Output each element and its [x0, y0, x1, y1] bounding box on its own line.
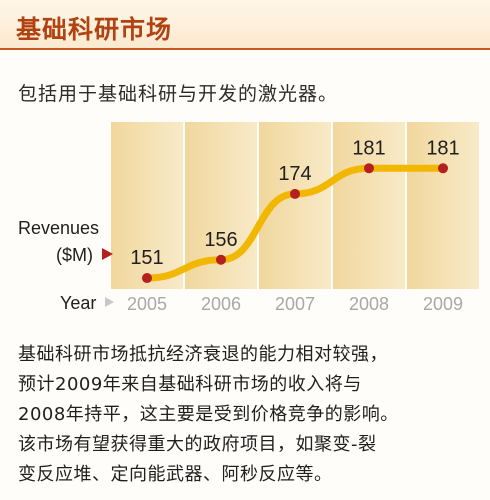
value-label-2005: 151 [130, 247, 163, 269]
description-paragraph: 基础科研市场抵抗经济衰退的能力相对较强， 预计2009年来自基础科研市场的收入将与… [18, 340, 480, 490]
x-tick-label-2005: 2005 [127, 294, 167, 314]
revenue-line-chart: 151 156 174 181 181 2005 2006 2007 2008 2009 Rev… [18, 122, 479, 314]
title-bar: 基础科研市场 [0, 0, 490, 50]
title-underline [0, 48, 490, 50]
y-axis-label-line1: Revenues [18, 218, 99, 238]
page-title: 基础科研市场 [16, 15, 173, 44]
subtitle: 包括用于基础科研与开发的激光器。 [18, 83, 339, 105]
data-point-2007 [290, 188, 300, 199]
description-line: 变反应堆、定向能武器、阿秒反应等。 [18, 464, 333, 485]
x-tick-label-2008: 2008 [349, 294, 389, 314]
value-label-2006: 156 [204, 229, 237, 251]
x-axis-pointer-icon [105, 297, 114, 307]
data-point-2005 [142, 273, 152, 284]
x-tick-label-2006: 2006 [201, 294, 241, 314]
data-point-2009 [438, 163, 448, 174]
year-column-2008 [333, 122, 405, 289]
data-point-2006 [216, 254, 226, 265]
description-line: 该市场有望获得重大的政府项目，如聚变-裂 [18, 434, 377, 455]
year-column-2005 [111, 122, 183, 289]
x-tick-label-2009: 2009 [423, 294, 463, 314]
description-line: 基础科研市场抵抗经济衰退的能力相对较强， [18, 344, 388, 365]
value-label-2009: 181 [426, 137, 459, 159]
value-label-2007: 174 [278, 163, 311, 185]
y-axis-label-line2: ($M) [56, 245, 93, 265]
description-line: 预计2009年来自基础科研市场的收入将与 [18, 374, 362, 395]
x-tick-label-2007: 2007 [275, 294, 315, 314]
data-point-2008 [364, 163, 374, 174]
value-label-2008: 181 [352, 137, 385, 159]
year-column-2009 [407, 122, 479, 289]
description-line: 2008年持平，这主要是受到价格竞争的影响。 [18, 404, 399, 425]
x-axis-label: Year [60, 293, 96, 313]
y-axis-pointer-icon [102, 248, 113, 260]
